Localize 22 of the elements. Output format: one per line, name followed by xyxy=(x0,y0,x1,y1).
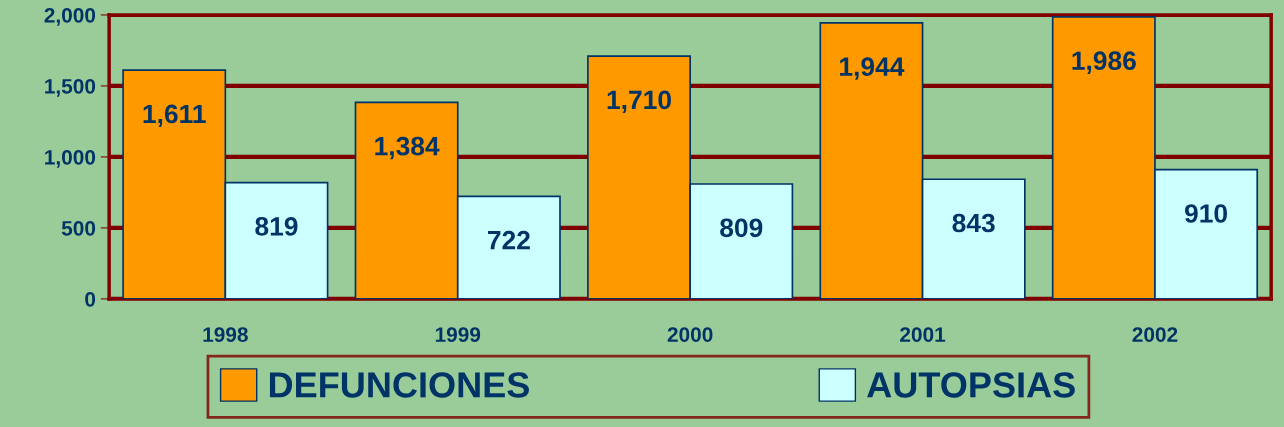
data-label: 843 xyxy=(952,213,995,233)
x-tick-label: 2002 xyxy=(1132,327,1178,342)
x-tick-label: 1998 xyxy=(203,327,248,342)
x-tick-label: 1999 xyxy=(435,327,481,342)
data-label: 1,384 xyxy=(375,136,440,160)
data-label: 1,710 xyxy=(607,90,671,114)
data-label: 722 xyxy=(488,230,530,250)
y-tick-label: 500 xyxy=(61,220,96,236)
data-label: 910 xyxy=(1184,204,1228,223)
legend-label: DEFUNCIONES xyxy=(269,372,529,398)
data-label: 819 xyxy=(255,217,298,236)
y-tick-label: 1,500 xyxy=(45,78,96,97)
y-tick-label: 2,000 xyxy=(44,7,96,26)
y-tick-label: 1,000 xyxy=(45,149,96,168)
x-tick-label: 2001 xyxy=(900,327,946,342)
legend-label: AUTOPSIAS xyxy=(867,372,1075,398)
x-tick-label: 2000 xyxy=(667,327,713,342)
data-label: 1,611 xyxy=(143,104,206,128)
data-label: 809 xyxy=(720,218,763,238)
data-label: 1,944 xyxy=(840,57,905,80)
y-tick-label: 0 xyxy=(85,291,96,307)
data-label: 1,986 xyxy=(1072,51,1136,74)
